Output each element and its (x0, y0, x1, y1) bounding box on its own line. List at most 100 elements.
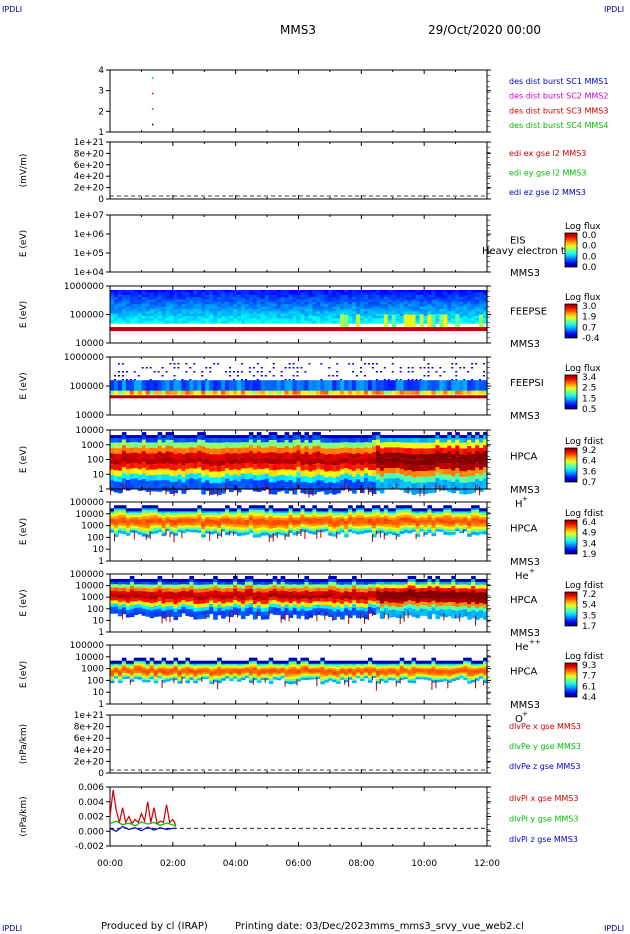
colorbar (564, 447, 578, 483)
spectrogram-8 (110, 575, 488, 626)
legend-entry: edi ez gse l2 MMS3 (509, 188, 586, 197)
y-tick-label: 10000 (75, 653, 104, 663)
mission-label: MMS3 (510, 700, 540, 711)
colorbar-tick: 0.0 (582, 263, 597, 273)
y-tick-label: 10 (93, 688, 105, 698)
species-label: He (515, 571, 529, 582)
y-tick-label: 0 (98, 769, 104, 779)
panel-frame-3 (109, 214, 488, 273)
colorbar-title: Log fdist (565, 652, 604, 662)
x-tick-label: 10:00 (411, 859, 437, 869)
y-tick-label: 10000 (75, 582, 104, 592)
date-title: 29/Oct/2020 00:00 (428, 23, 542, 37)
colorbar-tick: 0.7 (582, 478, 596, 488)
colorbar (564, 232, 578, 268)
x-tick-label: 12:00 (474, 859, 500, 869)
colorbar-tick: 6.4 (582, 457, 597, 467)
legend-entry: des dist burst SC3 MMS3 (509, 106, 608, 115)
colorbar-tick: -0.4 (582, 334, 600, 344)
y-tick-label: 1000 (81, 522, 104, 532)
colorbar-tick: 1.5 (582, 394, 596, 404)
panel-frame-1 (109, 69, 488, 133)
mission-label: MMS3 (510, 628, 540, 639)
y-tick-label: 8e+20 (74, 149, 105, 159)
spectrogram-9 (110, 657, 488, 691)
y-axis-label: E (eV) (19, 661, 29, 688)
x-tick-label: 06:00 (286, 859, 312, 869)
y-tick-label: 100000 (70, 311, 105, 321)
colorbar-tick: 6.4 (582, 518, 597, 528)
y-axis-label: E (eV) (19, 230, 29, 257)
colorbar (564, 519, 578, 555)
y-tick-label: 1 (98, 485, 104, 495)
footer-script-name: mms_mms3_srvy_vue_web2.cl (370, 921, 524, 932)
legend-entry: dlvPe z gse MMS3 (509, 762, 580, 771)
y-tick-label: 10000 (75, 339, 104, 349)
legend-entry: dlvPe y gse MMS3 (509, 742, 581, 751)
legend-entry: dlvPi z gse MMS3 (509, 835, 578, 844)
y-tick-label: 1e+21 (74, 711, 104, 721)
colorbar-tick: 0.0 (582, 242, 597, 252)
y-tick-label: 0.006 (78, 783, 104, 793)
y-tick-label: 0 (98, 195, 104, 205)
panel-6: 10000 1000 100 10 1 E (eV) HPCA MMS3 H + Log fdist… (19, 426, 604, 510)
colorbar-tick: 5.4 (582, 601, 597, 611)
colorbar-tick: 3.4 (582, 373, 597, 383)
colorbar-title: Log flux (565, 222, 601, 232)
colorbar-tick: 7.2 (582, 590, 596, 600)
species-label: O (515, 714, 523, 725)
colorbar-tick: 0.5 (582, 405, 596, 415)
colorbar-tick: 9.2 (582, 446, 596, 456)
species-label: He (515, 642, 529, 653)
y-tick-label: 100 (87, 676, 104, 686)
colorbar-tick: 0.0 (582, 252, 597, 262)
colorbar-tick: 0.7 (582, 323, 596, 333)
y-tick-label: 6e+20 (74, 734, 105, 744)
colorbar-tick: 4.9 (582, 529, 597, 539)
spectrogram-5 (110, 363, 488, 399)
colorbar (564, 303, 578, 339)
colorbar-title: Log flux (565, 293, 601, 303)
y-tick-label: 0.000 (78, 827, 104, 837)
x-tick-label: 04:00 (223, 859, 249, 869)
colorbar (564, 591, 578, 627)
y-axis-label: E (eV) (19, 372, 29, 399)
y-tick-label: 8e+20 (74, 723, 105, 733)
colorbar-title: Log fdist (565, 509, 604, 519)
y-tick-label: -0.002 (75, 842, 104, 852)
y-tick-label: 1 (98, 628, 104, 638)
colorbar-tick: 1.7 (582, 622, 596, 632)
y-tick-label: 4e+20 (74, 746, 105, 756)
y-tick-label: 0.002 (78, 813, 104, 823)
availability-point-2 (151, 92, 154, 95)
y-tick-label: 1e+06 (74, 230, 105, 240)
y-axis-label: E (eV) (19, 589, 29, 616)
colorbar-tick: 1.9 (582, 550, 597, 560)
panel-frame-10 (109, 714, 488, 774)
y-tick-label: 100000 (70, 382, 105, 392)
x-tick-label: 02:00 (160, 859, 186, 869)
mission-label: MMS3 (510, 268, 540, 279)
series-line-1 (109, 789, 177, 826)
corner-label-bottom-right: IPDLI (604, 924, 625, 933)
colorbar-tick: 6.1 (582, 682, 596, 692)
y-tick-label: 100000 (70, 641, 105, 651)
spectrogram-6 (110, 432, 488, 498)
legend-entry: des dist burst SC1 MMS1 (509, 77, 608, 86)
y-tick-label: 1e+04 (74, 268, 105, 278)
mission-label: MMS3 (510, 339, 540, 350)
footer-printing-date: Printing date: 03/Dec/2023 (235, 921, 371, 932)
y-tick-label: 1000 (81, 593, 104, 603)
colorbar (564, 374, 578, 410)
mission-title: MMS3 (280, 23, 316, 37)
y-tick-label: 100000 (70, 498, 105, 508)
instrument-label: EIS (510, 236, 526, 247)
y-tick-label: 10 (93, 470, 105, 480)
y-tick-label: 100 (87, 605, 104, 615)
y-tick-label: 0.004 (78, 798, 104, 808)
y-tick-label: 100 (87, 456, 104, 466)
colorbar-tick: 9.3 (582, 661, 596, 671)
